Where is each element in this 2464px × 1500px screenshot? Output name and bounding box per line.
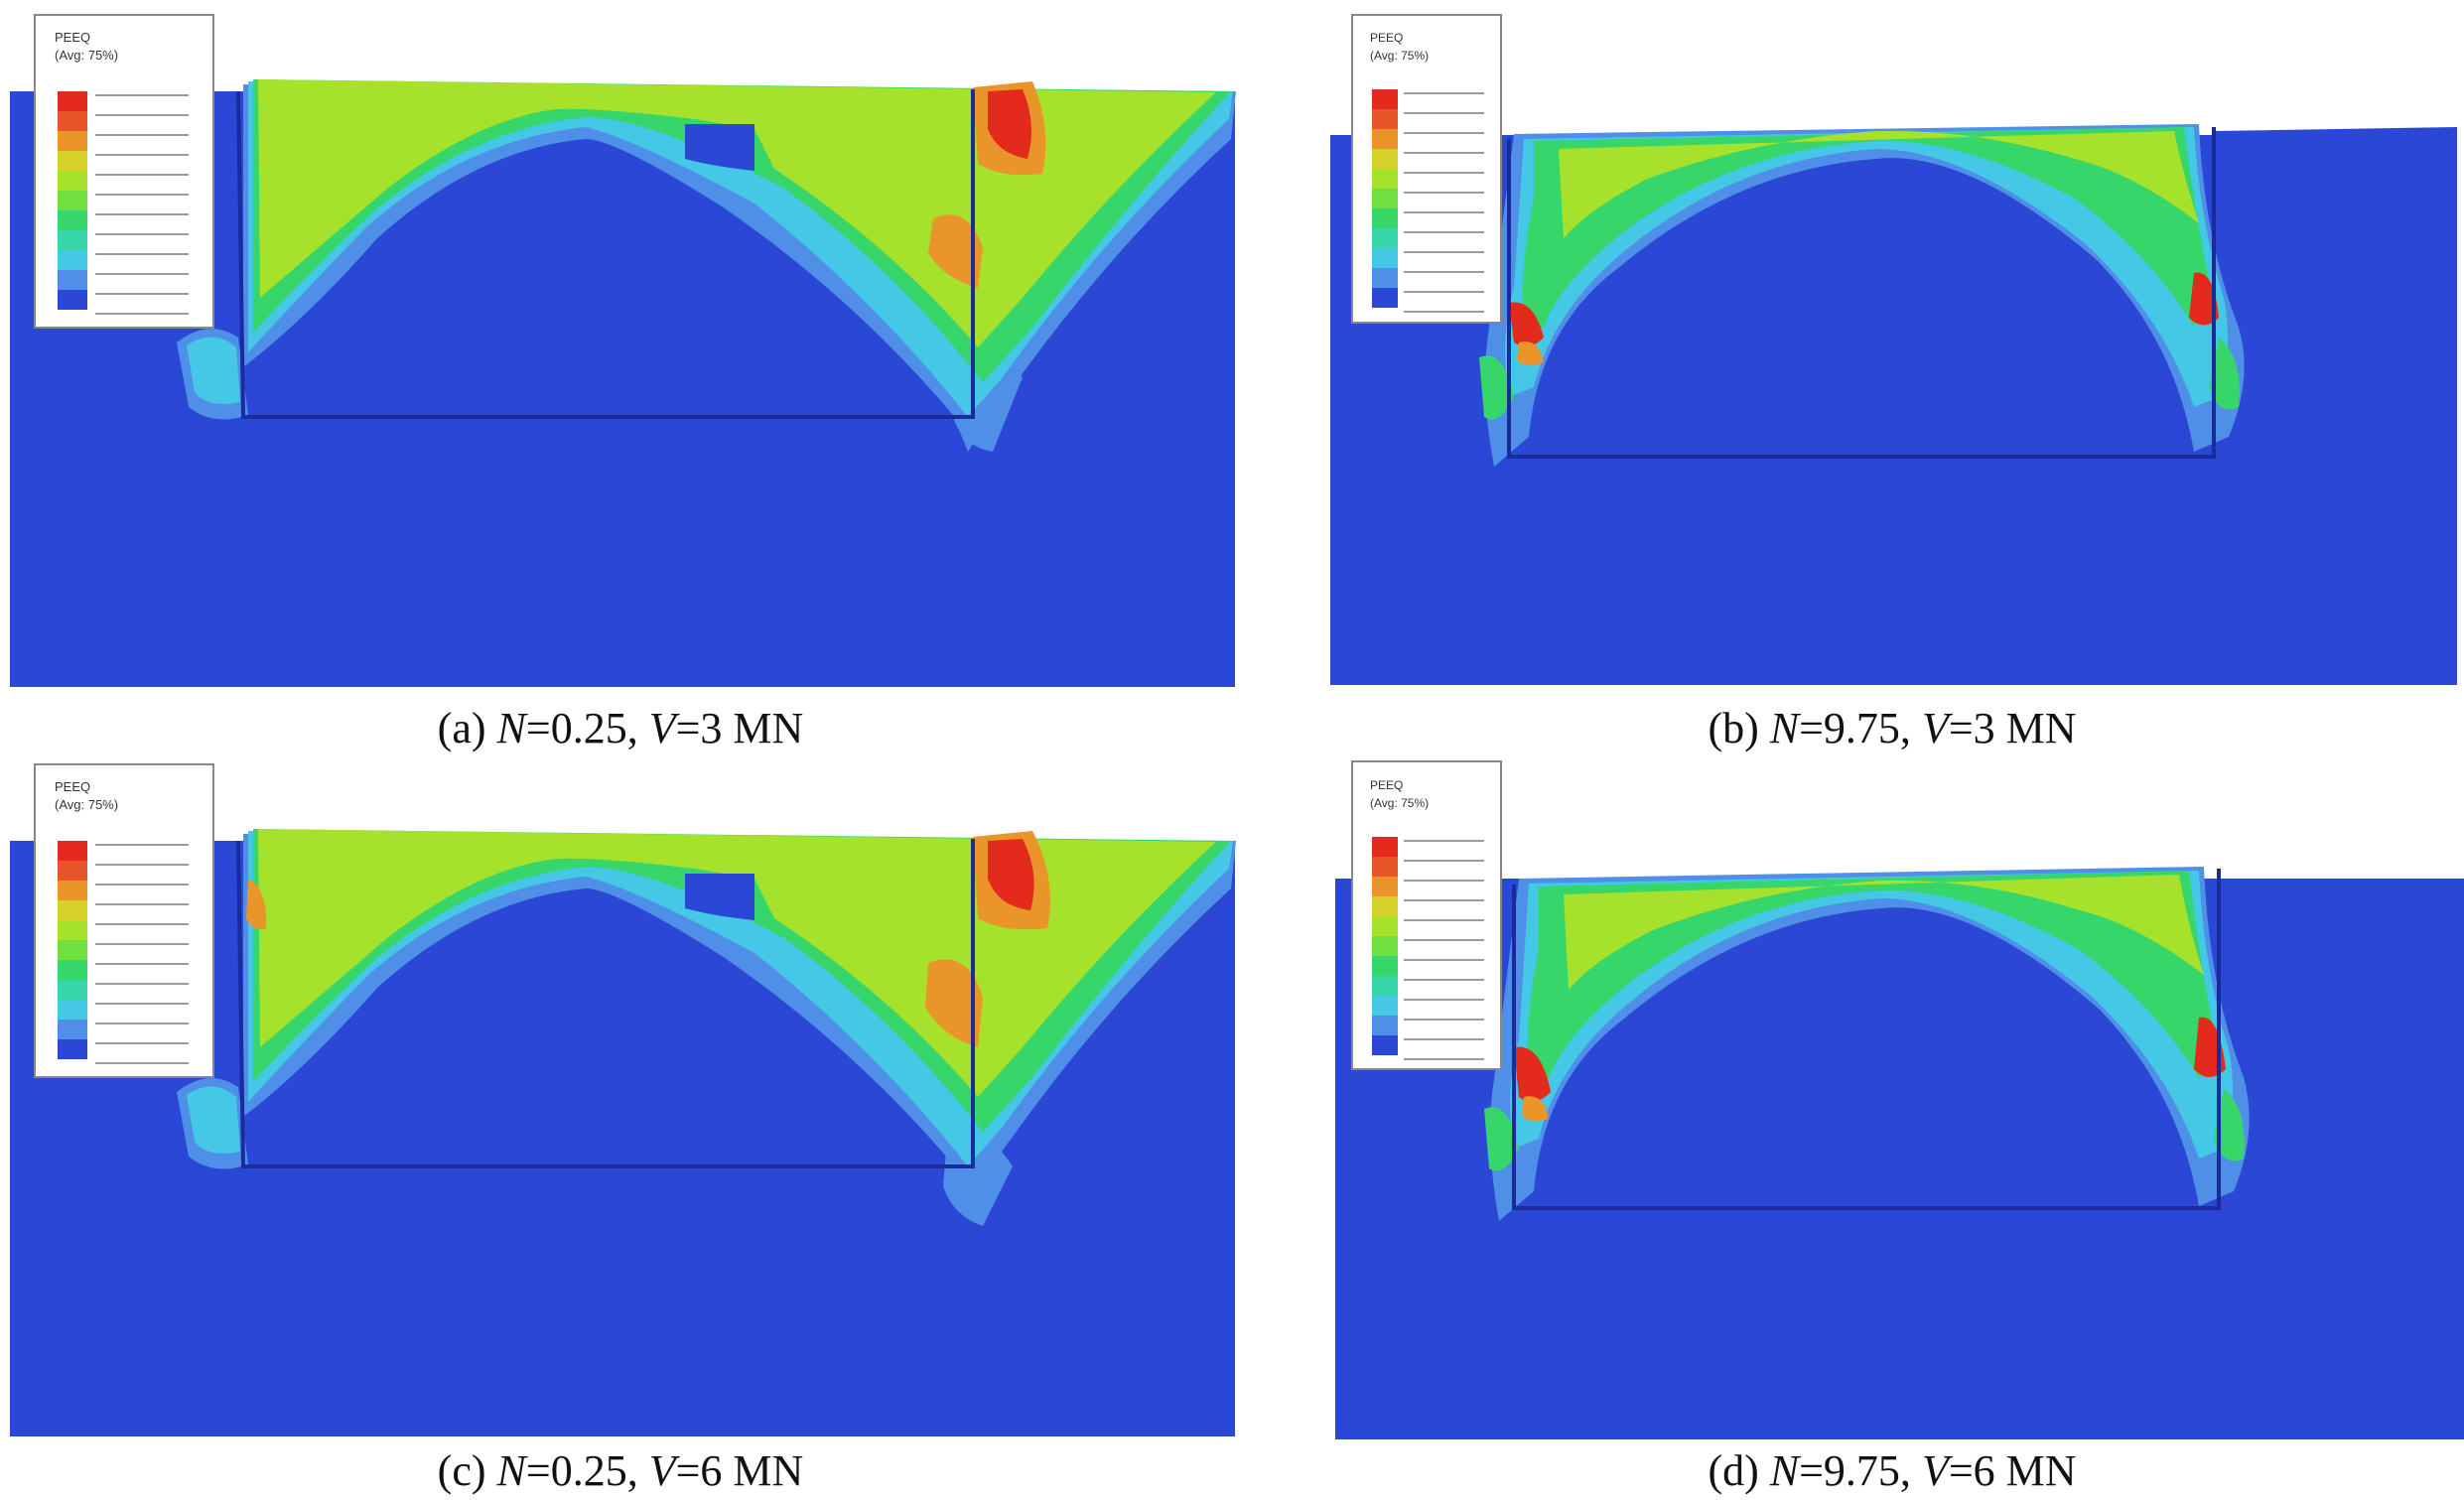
legend-colorbar	[1372, 89, 1398, 308]
caption-v-value: =3 MN	[1948, 704, 2077, 752]
red-zone-upper-right	[988, 839, 1034, 910]
legend-colorbar	[58, 91, 87, 310]
structure-outline	[1507, 127, 2216, 459]
yellow-green-core	[1559, 130, 2199, 238]
legend-heading-line1: PEEQ	[1370, 31, 1403, 45]
caption-v-symbol: V	[648, 704, 676, 752]
caption-letter: (d)	[1708, 1446, 1759, 1495]
green-zone-left-flank	[1479, 355, 1514, 420]
caption-a: (a) N=0.25, V=3 MN	[0, 707, 1241, 750]
green-band	[1527, 871, 2214, 1089]
structure-outline	[236, 89, 975, 419]
caption-letter: (a)	[437, 704, 486, 752]
caption-n-symbol: N	[1769, 704, 1800, 752]
yellow-green-core	[1564, 875, 2204, 990]
legend-heading-line2: (Avg: 75%)	[1370, 49, 1429, 63]
caption-d: (d) N=9.75, V=6 MN	[1320, 1449, 2464, 1493]
legend-tick-lines	[95, 94, 189, 315]
caption-n-value: =9.75,	[1799, 1446, 1922, 1495]
legend-heading-line2: (Avg: 75%)	[55, 797, 118, 812]
panel-a: PEEQ (Avg: 75%) (a) N=0.25, V=3 MN	[0, 0, 1241, 754]
panel-c: PEEQ (Avg: 75%) (c) N=0.25, V=6 MN	[0, 750, 1241, 1500]
red-zone-right-toe	[2189, 272, 2219, 326]
contour-plot-b: PEEQ (Avg: 75%)	[1330, 14, 2457, 685]
caption-c: (c) N=0.25, V=6 MN	[0, 1449, 1241, 1493]
caption-v-value: =6 MN	[675, 1446, 804, 1495]
green-zone-left-flank	[1484, 1107, 1519, 1171]
orange-zone-left-edge	[246, 879, 267, 930]
caption-letter: (c)	[437, 1446, 486, 1495]
green-zone-right-flank	[2209, 338, 2240, 410]
legend-heading-line2: (Avg: 75%)	[55, 48, 118, 63]
legend-heading-line1: PEEQ	[55, 30, 90, 45]
structure-outline	[236, 839, 975, 1168]
soil-surface-right	[2214, 127, 2457, 139]
caption-letter: (b)	[1708, 704, 1759, 752]
gap-strip	[685, 874, 754, 920]
gap-strip	[685, 124, 754, 171]
panel-b: PEEQ (Avg: 75%) (b) N=9.75, V=3 MN	[1320, 0, 2464, 754]
cyan-left-toe	[187, 1086, 240, 1155]
green-band	[1522, 127, 2209, 338]
panel-d: PEEQ (Avg: 75%) (d) N=9.75, V=6 MN	[1320, 750, 2464, 1500]
orange-zone-mid-right	[928, 214, 983, 288]
legend-colorbar	[1372, 837, 1398, 1055]
caption-n-symbol: N	[496, 704, 526, 752]
red-zone-left-toe	[1509, 302, 1544, 346]
orange-zone-mid-right	[925, 959, 983, 1047]
orange-zone-left-toe	[1522, 1096, 1549, 1122]
legend-colorbar	[58, 841, 87, 1059]
caption-v-symbol: V	[648, 1446, 676, 1495]
caption-n-symbol: N	[1769, 1446, 1800, 1495]
contour-plot-c: PEEQ (Avg: 75%)	[10, 763, 1236, 1436]
legend-tick-lines	[1404, 92, 1484, 313]
caption-v-symbol: V	[1921, 704, 1949, 752]
red-zone-upper-right	[988, 89, 1031, 159]
caption-v-value: =6 MN	[1948, 1446, 2077, 1495]
caption-n-symbol: N	[496, 1446, 526, 1495]
contour-plot-a: PEEQ (Avg: 75%)	[10, 14, 1236, 687]
legend-heading-line2: (Avg: 75%)	[1370, 796, 1429, 810]
cyan-left-toe	[187, 337, 240, 405]
caption-n-value: =9.75,	[1799, 704, 1922, 752]
legend-tick-lines	[1404, 840, 1484, 1060]
caption-n-value: =0.25,	[525, 1446, 649, 1495]
caption-b: (b) N=9.75, V=3 MN	[1320, 707, 2464, 750]
legend-heading-line1: PEEQ	[1370, 778, 1403, 792]
caption-v-symbol: V	[1921, 1446, 1949, 1495]
green-zone-right-flank	[2214, 1089, 2245, 1161]
red-zone-left-toe	[1514, 1046, 1551, 1102]
legend-heading-line1: PEEQ	[55, 779, 90, 794]
orange-zone-left-toe	[1517, 341, 1544, 365]
contour-plot-d: PEEQ (Avg: 75%)	[1335, 760, 2464, 1439]
cyan-band	[1505, 127, 2228, 407]
caption-n-value: =0.25,	[525, 704, 649, 752]
legend-tick-lines	[95, 844, 189, 1064]
caption-v-value: =3 MN	[675, 704, 804, 752]
structure-outline	[1512, 869, 2221, 1210]
